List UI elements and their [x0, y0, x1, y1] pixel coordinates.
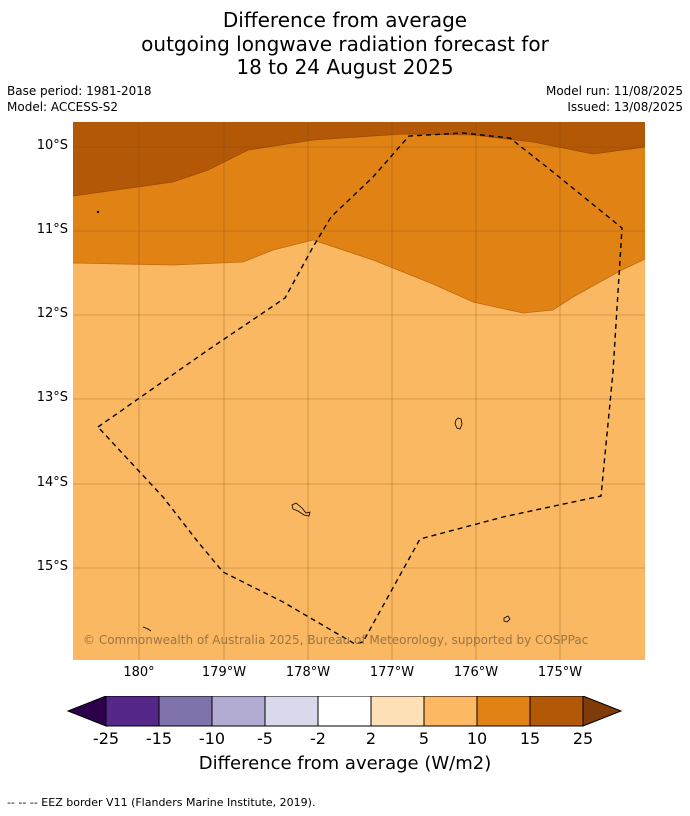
colorbar [66, 696, 623, 727]
title-line-2: outgoing longwave radiation forecast for [141, 32, 549, 56]
contour-line [73, 239, 645, 314]
colorbar-tick: -25 [92, 729, 120, 748]
model-run: Model run: 11/08/2025 [545, 84, 683, 98]
colorbar-swatch [158, 696, 213, 727]
model-name: Model: ACCESS-S2 [7, 100, 119, 114]
colorbar-swatch [423, 696, 478, 727]
colorbar-swatch [317, 696, 372, 727]
colorbar-swatch [211, 696, 266, 727]
colorbar-extend-low [66, 696, 107, 727]
island-outline [503, 615, 511, 623]
colorbar-tick: -10 [198, 729, 226, 748]
colorbar-extend-high [582, 696, 623, 727]
contour-line [73, 133, 645, 197]
lat-label: 12°S [36, 306, 68, 321]
colorbar-tick: -15 [145, 729, 173, 748]
lat-label: 15°S [36, 559, 68, 574]
colorbar-tick: 15 [519, 729, 541, 748]
lon-label: 177°W [369, 665, 415, 680]
colorbar-swatch [370, 696, 425, 727]
olr-anomaly-map [73, 122, 645, 660]
issued-date: Issued: 13/08/2025 [567, 100, 683, 114]
colorbar-swatch [264, 696, 319, 727]
colorbar-tick: -2 [310, 729, 326, 748]
eez-legend-footnote: -- -- -- EEZ border V11 (Flanders Marine… [7, 796, 316, 809]
island-outline [454, 417, 463, 430]
colorbar-tick: 25 [572, 729, 594, 748]
grid-lines [73, 122, 645, 660]
island-outline [291, 502, 311, 517]
island-outlines [96, 210, 511, 632]
lon-label: 175°W [537, 665, 583, 680]
lat-label: 13°S [36, 390, 68, 405]
region-10-to-15 [73, 122, 645, 313]
base-period: Base period: 1981-2018 [7, 84, 152, 98]
colorbar-tick: 2 [365, 729, 377, 748]
lon-label: 179°W [201, 665, 247, 680]
lat-label: 14°S [36, 475, 68, 490]
lon-label: 176°W [453, 665, 499, 680]
colorbar-label: Difference from average (W/m2) [198, 753, 492, 774]
lon-label: 180° [123, 665, 155, 680]
colorbar-tick: -5 [257, 729, 273, 748]
colorbar-tick: 10 [466, 729, 488, 748]
island-outline [96, 210, 100, 214]
colorbar-swatch [476, 696, 531, 727]
colorbar-swatch [529, 696, 584, 727]
title-line-1: Difference from average [222, 8, 468, 32]
copyright-notice: © Commonwealth of Australia 2025, Bureau… [83, 633, 589, 647]
title-line-3: 18 to 24 August 2025 [236, 55, 454, 79]
lat-label: 10°S [36, 138, 68, 153]
colorbar-tick: 5 [418, 729, 430, 748]
lon-label: 178°W [285, 665, 331, 680]
region-15-to-25 [73, 122, 645, 196]
colorbar-swatch [105, 696, 160, 727]
eez-border [96, 132, 623, 645]
lat-label: 11°S [36, 222, 68, 237]
island-outline [142, 626, 152, 632]
